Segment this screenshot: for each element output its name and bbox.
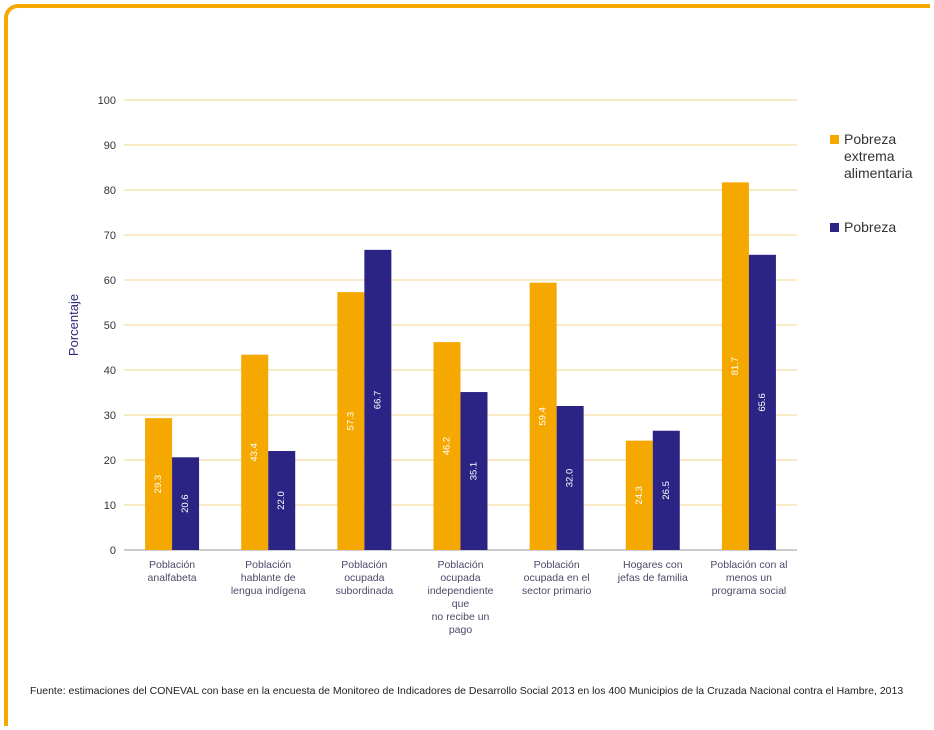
bar-value-label: 35.1 — [469, 462, 480, 481]
bar-value-label: 66.7 — [372, 391, 383, 410]
bar — [364, 249, 392, 550]
y-axis-label: Porcentaje — [66, 294, 81, 356]
y-tick-label: 100 — [98, 95, 116, 107]
bars: 29.3 20.6 43.4 22.0 57.3 66.7 46.2 35.1 59.4 32.0… — [145, 182, 776, 551]
category-label: Población analfabeta — [148, 559, 197, 584]
bar — [721, 182, 749, 550]
bar-value-label: 43.4 — [249, 443, 260, 462]
bar-value-label: 46.2 — [442, 437, 453, 456]
category-label: Población con al menos un programa social — [710, 559, 787, 597]
bar — [460, 392, 488, 550]
bar-value-label: 24.3 — [634, 486, 645, 505]
bar — [652, 430, 680, 550]
y-tick-label: 20 — [104, 455, 116, 467]
category-label: Población hablante de lengua indígena — [231, 559, 306, 597]
legend-swatch — [830, 135, 839, 144]
bar — [748, 254, 776, 551]
y-tick-label: 70 — [104, 230, 116, 242]
bar-value-label: 32.0 — [565, 469, 576, 488]
bar — [433, 342, 461, 550]
bar-value-label: 22.0 — [276, 491, 287, 510]
legend-label: Pobreza — [844, 219, 896, 235]
y-tick-label: 60 — [104, 275, 116, 287]
bar — [625, 440, 653, 550]
bar — [268, 451, 296, 550]
legend: Pobreza extrema alimentaria Pobreza — [830, 131, 913, 235]
bar-value-label: 81.7 — [730, 357, 741, 376]
legend-swatch — [830, 223, 839, 232]
category-label: Hogares con jefas de familia — [617, 559, 688, 584]
y-tick-label: 30 — [104, 410, 116, 422]
bar-value-label: 57.3 — [345, 412, 356, 431]
bar — [337, 292, 365, 550]
bar — [145, 418, 173, 550]
y-tick-label: 0 — [110, 545, 116, 557]
bar — [529, 282, 557, 550]
y-tick-label: 40 — [104, 365, 116, 377]
bar-value-label: 29.3 — [153, 475, 164, 494]
y-tick-label: 90 — [104, 140, 116, 152]
bar — [172, 457, 200, 550]
y-tick-label: 10 — [104, 500, 116, 512]
category-label: Población ocupada subordinada — [335, 559, 393, 597]
bar-value-label: 65.6 — [757, 393, 768, 412]
bar-value-label: 26.5 — [661, 481, 672, 500]
y-tick-label: 50 — [104, 320, 116, 332]
category-label: Población ocupada en el sector primario — [522, 559, 592, 597]
legend-label: Pobreza extrema alimentaria — [844, 131, 913, 181]
bar-value-label: 20.6 — [180, 494, 191, 513]
y-axis-ticks: 0 10 20 30 40 50 60 70 80 90 100 — [98, 95, 116, 557]
bar-value-label: 59.4 — [538, 407, 549, 426]
bar — [556, 406, 584, 550]
y-tick-label: 80 — [104, 185, 116, 197]
category-label: Población ocupada independiente que no recib… — [428, 559, 494, 636]
bar — [241, 354, 269, 550]
x-axis-categories: Población analfabeta Población hablante de l… — [148, 559, 788, 636]
source-note: Fuente: estimaciones del CONEVAL con bas… — [30, 685, 904, 697]
